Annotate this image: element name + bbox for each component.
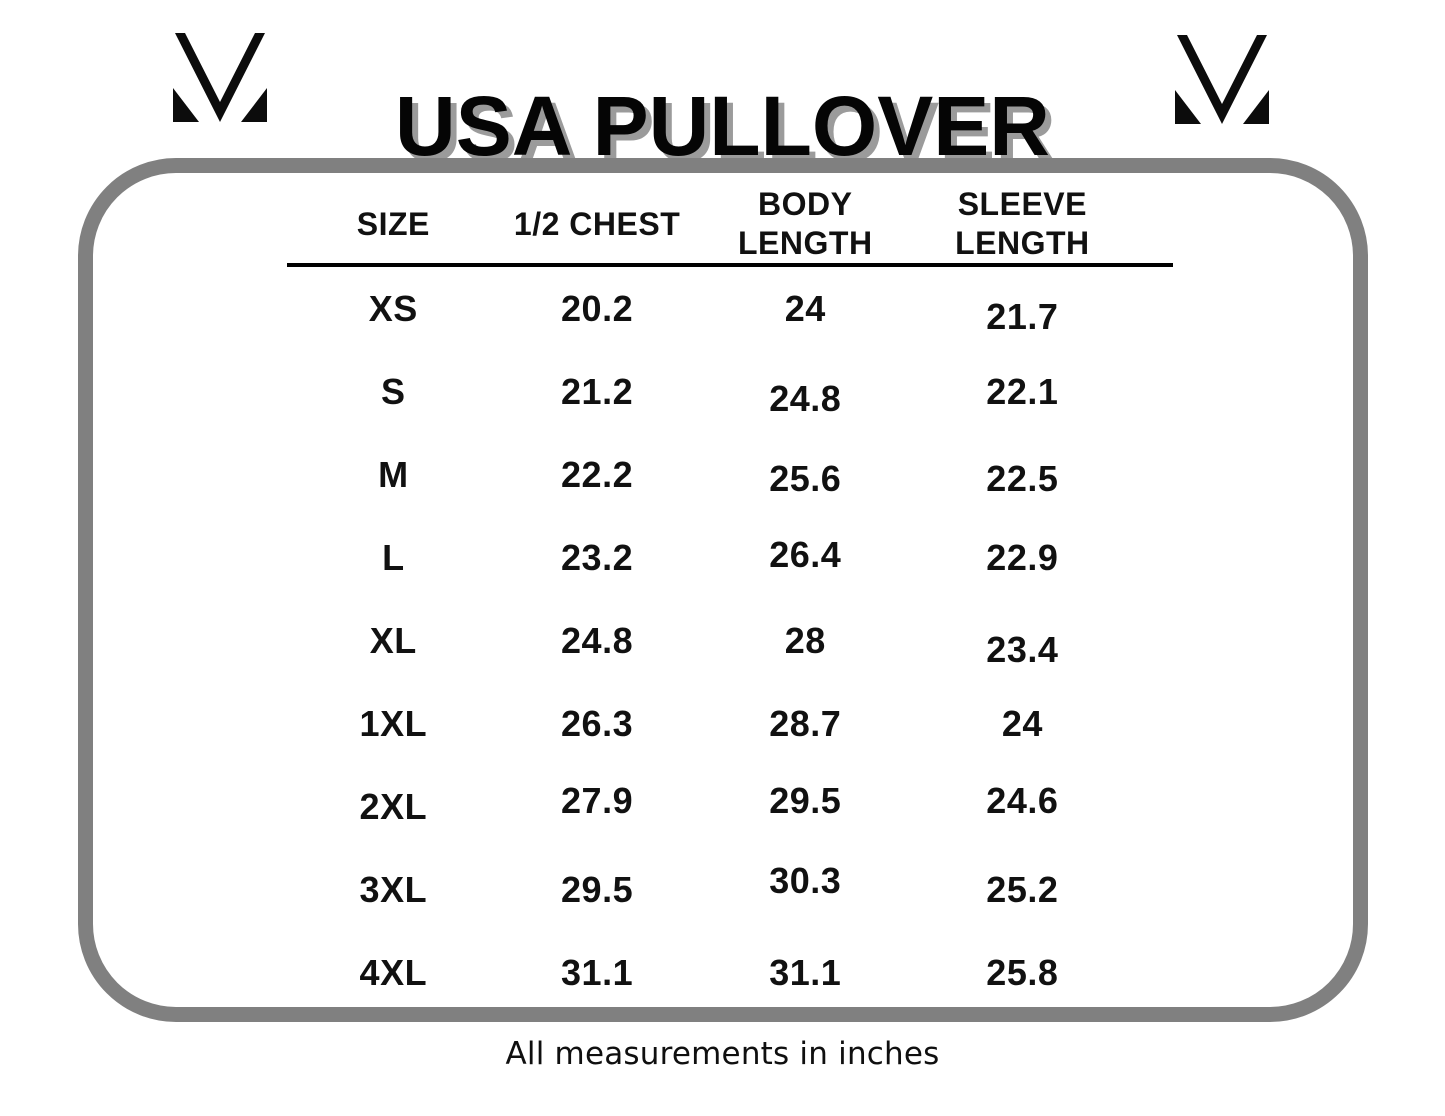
size-label: S — [381, 370, 406, 412]
body-length-value: 31.1 — [769, 951, 842, 993]
body-length-value: 24.8 — [769, 377, 842, 419]
sleeve-length-value: 22.1 — [986, 370, 1059, 412]
half-chest-value: 29.5 — [561, 868, 634, 910]
half-chest-value: 31.1 — [561, 951, 634, 993]
size-label: XL — [369, 619, 417, 661]
page-title: USA PULLOVER — [395, 79, 1050, 174]
size-label: 2XL — [359, 785, 428, 827]
half-chest-value: 20.2 — [561, 287, 634, 329]
size-label: 1XL — [359, 702, 428, 744]
body-length-value: 24 — [784, 287, 826, 329]
body-length-value: 28 — [784, 619, 826, 661]
table-header-row: SIZE 1/2 CHEST BODY LENGTH SLEEVE LENGTH — [287, 185, 1173, 267]
brand-m-logo-icon — [170, 29, 270, 123]
column-header-body-length: BODY LENGTH — [738, 186, 873, 261]
size-label: 4XL — [359, 951, 428, 993]
table-row: XL 24.8 28 23.4 — [287, 599, 1173, 682]
size-label: XS — [368, 287, 418, 329]
sleeve-length-value: 22.9 — [986, 536, 1059, 578]
column-header-sleeve-length: SLEEVE LENGTH — [955, 186, 1090, 261]
measurement-units-note: All measurements in inches — [505, 1036, 940, 1072]
table-row: S 21.2 24.8 22.1 — [287, 350, 1173, 433]
table-row: XS 20.2 24 21.7 — [287, 267, 1173, 350]
size-table: SIZE 1/2 CHEST BODY LENGTH SLEEVE LENGTH… — [287, 185, 1173, 1014]
table-row: M 22.2 25.6 22.5 — [287, 433, 1173, 516]
size-label: M — [378, 453, 409, 495]
body-length-value: 25.6 — [769, 457, 842, 499]
half-chest-value: 24.8 — [561, 619, 634, 661]
half-chest-value: 21.2 — [561, 370, 634, 412]
table-row: L 23.2 26.4 22.9 — [287, 516, 1173, 599]
sleeve-length-value: 21.7 — [986, 295, 1059, 337]
sleeve-length-value: 25.2 — [986, 868, 1059, 910]
sleeve-length-value: 25.8 — [986, 951, 1059, 993]
body-length-value: 30.3 — [769, 859, 842, 901]
table-row: 2XL 27.9 29.5 24.6 — [287, 765, 1173, 848]
brand-m-logo-icon — [1172, 31, 1272, 125]
size-label: L — [382, 536, 405, 578]
table-row: 4XL 31.1 31.1 25.8 — [287, 931, 1173, 1014]
half-chest-value: 22.2 — [561, 453, 634, 495]
size-label: 3XL — [359, 868, 428, 910]
half-chest-value: 26.3 — [561, 702, 634, 744]
sleeve-length-value: 24.6 — [986, 779, 1059, 821]
sleeve-length-value: 22.5 — [986, 457, 1059, 499]
body-length-value: 29.5 — [769, 779, 842, 821]
half-chest-value: 27.9 — [561, 779, 634, 821]
sleeve-length-value: 23.4 — [986, 628, 1059, 670]
table-row: 3XL 29.5 30.3 25.2 — [287, 848, 1173, 931]
body-length-value: 26.4 — [769, 533, 842, 575]
half-chest-value: 23.2 — [561, 536, 634, 578]
column-header-size: SIZE — [356, 205, 430, 242]
column-header-half-chest: 1/2 CHEST — [513, 205, 681, 242]
body-length-value: 28.7 — [769, 702, 842, 744]
table-row: 1XL 26.3 28.7 24 — [287, 682, 1173, 765]
sleeve-length-value: 24 — [1001, 702, 1043, 744]
size-chart-panel — [78, 158, 1368, 1022]
